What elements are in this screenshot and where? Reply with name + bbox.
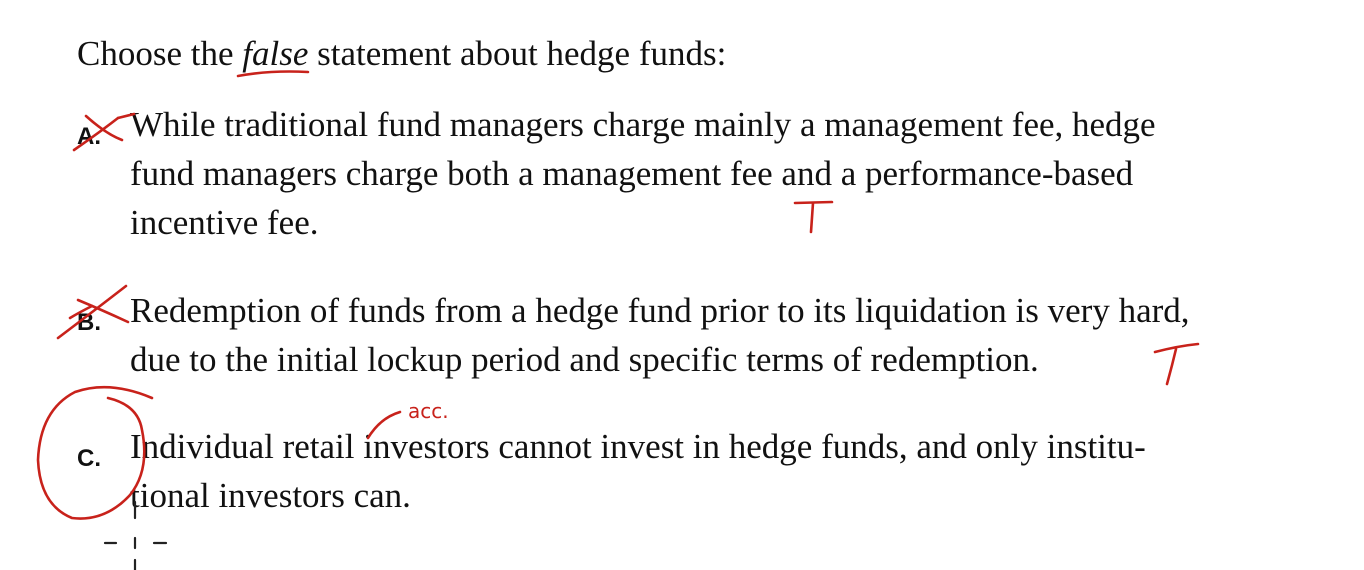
option-letter: C. <box>77 445 101 472</box>
question-suffix: statement about hedge funds: <box>317 34 727 73</box>
option-line: incentive fee. <box>130 203 319 242</box>
option-letter: A. <box>77 123 101 150</box>
option-line: While traditional fund managers charge m… <box>130 105 1156 144</box>
option-letter: B. <box>77 309 101 336</box>
option-text: While traditional fund managers charge m… <box>130 100 1330 247</box>
option-line: Redemption of funds from a hedge fund pr… <box>130 291 1190 330</box>
option-line: Individual retail investors cannot inves… <box>130 427 1146 466</box>
question-prompt: Choose the false statement about hedge f… <box>77 30 726 78</box>
option-text: Individual retail investors cannot inves… <box>130 422 1330 520</box>
option-line: due to the initial lockup period and spe… <box>130 340 1039 379</box>
question-prefix: Choose the <box>77 34 234 73</box>
option-text: Redemption of funds from a hedge fund pr… <box>130 286 1330 384</box>
option-line: fund managers charge both a management f… <box>130 154 1134 193</box>
insert-note: acc. <box>408 399 449 423</box>
question-emphasis: false <box>242 34 309 73</box>
option-line: tional investors can. <box>130 476 411 515</box>
